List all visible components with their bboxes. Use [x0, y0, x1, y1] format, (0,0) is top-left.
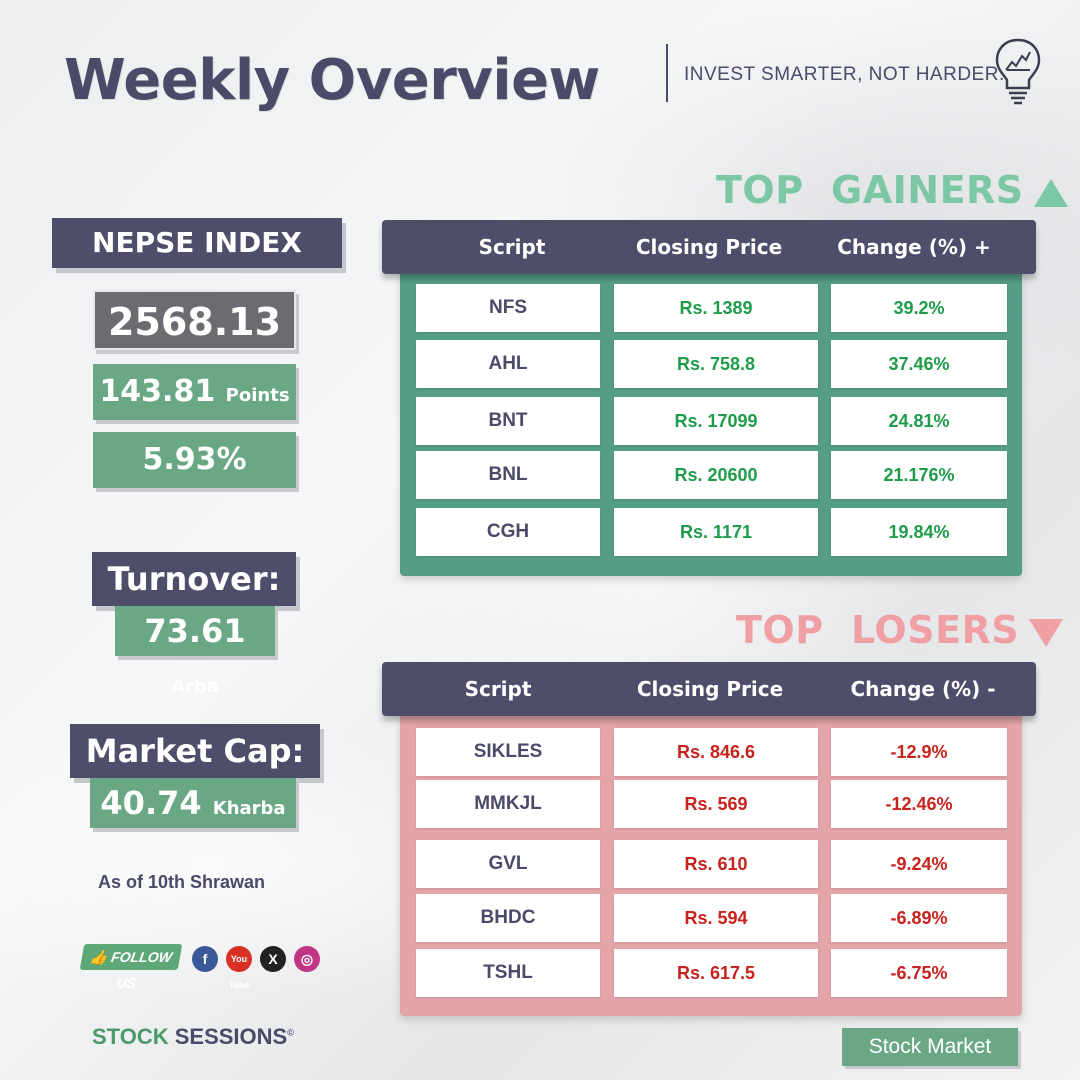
cell-change: -6.75% — [831, 949, 1007, 997]
cell-script: GVL — [416, 840, 600, 888]
turnover-label: Turnover: — [92, 552, 296, 606]
cell-closing-price: Rs. 846.6 — [614, 728, 818, 776]
cell-closing-price: Rs. 594 — [614, 894, 818, 942]
top-gainers-title: TOP GAINERS — [716, 168, 1068, 212]
points-unit: Points — [225, 385, 290, 406]
cell-script: BHDC — [416, 894, 600, 942]
cell-closing-price: Rs. 20600 — [614, 451, 818, 499]
top-losers-header: Script Closing Price Change (%) - — [382, 662, 1036, 716]
page-title: Weekly Overview — [64, 48, 600, 113]
top-losers-title: TOP LOSERS — [736, 608, 1064, 652]
follow-us-badge: 👍 FOLLOW US — [79, 944, 183, 991]
as-of-date: As of 10th Shrawan — [98, 872, 266, 892]
market-cap-value-box: 40.74 Kharba — [90, 778, 296, 828]
turnover-unit: Arba — [171, 676, 219, 697]
nepse-points-change: 143.81 Points — [93, 364, 296, 420]
cell-change: 24.81% — [831, 397, 1007, 445]
top-losers-table: SIKLES Rs. 846.6 -12.9% MMKJL Rs. 569 -12.46%… — [400, 704, 1022, 1016]
cell-change: 39.2% — [831, 284, 1007, 332]
cell-script: TSHL — [416, 949, 600, 997]
nepse-index-value: 2568.13 — [93, 290, 296, 350]
cell-script: SIKLES — [416, 728, 600, 776]
cell-script: NFS — [416, 284, 600, 332]
lightbulb-icon — [995, 38, 1041, 105]
market-cap-value: 40.74 — [100, 784, 202, 822]
down-triangle-icon — [1029, 618, 1064, 647]
up-triangle-icon — [1033, 178, 1068, 207]
cell-script: MMKJL — [416, 780, 600, 828]
top-gainers-header: Script Closing Price Change (%) + — [382, 220, 1036, 274]
thumbs-up-icon: 👍 — [88, 949, 109, 965]
header-divider — [666, 44, 668, 102]
cell-change: 19.84% — [831, 508, 1007, 556]
cell-change: 21.176% — [831, 451, 1007, 499]
cell-closing-price: Rs. 17099 — [614, 397, 818, 445]
turnover-value: 73.61 — [144, 612, 246, 650]
youtube-icon[interactable]: You Tube — [226, 946, 252, 990]
nepse-percent-change: 5.93% — [93, 432, 296, 488]
cell-script: BNT — [416, 397, 600, 445]
nepse-index-label: NEPSE INDEX — [52, 218, 342, 268]
cell-closing-price: Rs. 1389 — [614, 284, 818, 332]
brand-part1: STOCK — [92, 1024, 169, 1049]
top-losers-title-text: TOP LOSERS — [736, 608, 1020, 652]
header-closing-price: Closing Price — [636, 677, 784, 701]
header-closing-price: Closing Price — [635, 235, 783, 259]
points-value: 143.81 — [99, 374, 216, 409]
brand-mark: © — [287, 1027, 294, 1038]
category-tag[interactable]: Stock Market — [842, 1028, 1018, 1066]
cell-closing-price: Rs. 758.8 — [614, 340, 818, 388]
cell-script: AHL — [416, 340, 600, 388]
facebook-icon[interactable]: f — [192, 946, 218, 972]
header-script: Script — [464, 677, 532, 701]
follow-us-label: FOLLOW US — [109, 949, 174, 991]
cell-closing-price: Rs. 569 — [614, 780, 818, 828]
cell-script: BNL — [416, 451, 600, 499]
cell-closing-price: Rs. 1171 — [614, 508, 818, 556]
header-change: Change (%) - — [850, 677, 996, 701]
market-cap-unit: Kharba — [212, 798, 286, 819]
turnover-value-box: 73.61 Arba — [115, 606, 275, 697]
cell-closing-price: Rs. 617.5 — [614, 949, 818, 997]
cell-script: CGH — [416, 508, 600, 556]
tagline: INVEST SMARTER, NOT HARDER. — [684, 64, 1005, 85]
market-cap-label: Market Cap: — [70, 724, 320, 778]
cell-change: 37.46% — [831, 340, 1007, 388]
header-script: Script — [478, 235, 546, 259]
brand-part2: SESSIONS — [174, 1024, 288, 1049]
x-icon[interactable]: X — [260, 946, 286, 972]
header-change: Change (%) + — [837, 235, 991, 259]
cell-change: -12.46% — [831, 780, 1007, 828]
top-gainers-table: NFS Rs. 1389 39.2% AHL Rs. 758.8 37.46% BNT Rs.… — [400, 260, 1022, 576]
brand-logo: STOCK SESSIONS© — [92, 1024, 294, 1050]
cell-change: -6.89% — [831, 894, 1007, 942]
top-gainers-title-text: TOP GAINERS — [716, 168, 1024, 212]
cell-change: -12.9% — [831, 728, 1007, 776]
cell-change: -9.24% — [831, 840, 1007, 888]
cell-closing-price: Rs. 610 — [614, 840, 818, 888]
instagram-icon[interactable]: ◎ — [294, 946, 320, 972]
